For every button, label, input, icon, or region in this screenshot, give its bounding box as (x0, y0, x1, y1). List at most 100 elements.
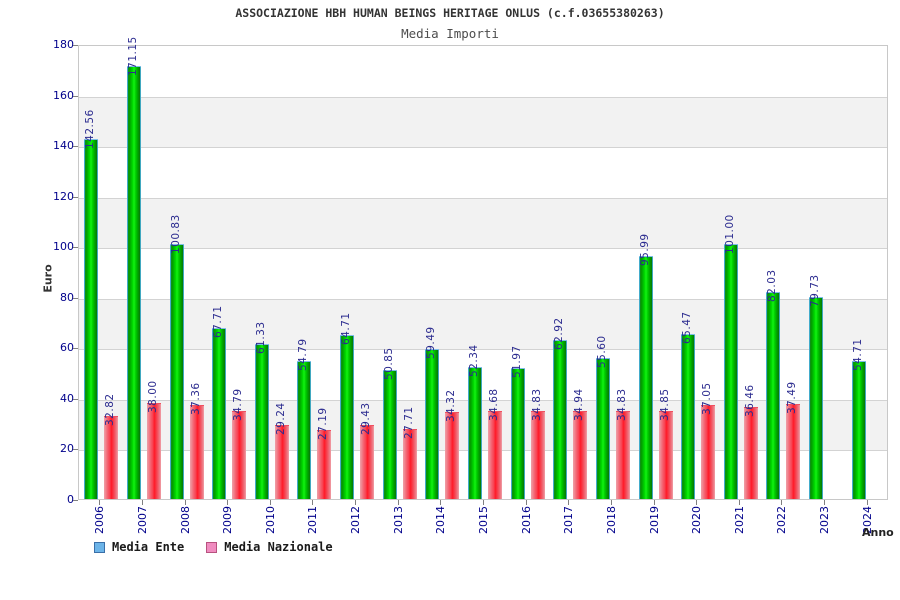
bar-group: 50.85 27.71 (382, 46, 417, 499)
bar-naz[interactable] (146, 402, 161, 499)
legend-label: Media Ente (112, 540, 185, 554)
x-tick-label: 2010 (263, 506, 277, 534)
bar-naz[interactable] (317, 430, 332, 499)
legend-item-media-ente[interactable]: Media Ente (94, 540, 184, 554)
bar-group: 171.15 38.00 (126, 37, 161, 499)
legend-swatch-icon (206, 541, 218, 553)
x-tick-mark (610, 500, 612, 505)
x-tick-mark (696, 500, 698, 505)
y-tick-mark (73, 297, 78, 299)
bar-value-label: 27.71 (402, 406, 415, 439)
bar-naz[interactable] (786, 404, 801, 499)
x-tick-mark (269, 500, 271, 505)
bar-value-label: 100.83 (169, 214, 182, 255)
x-tick-mark (525, 500, 527, 505)
bar-value-label: 34.32 (445, 389, 458, 423)
x-tick-mark (483, 500, 484, 505)
bar-group: 59.49 34.32 (425, 46, 460, 499)
bar-group: 54.71 (851, 46, 886, 499)
bar-naz[interactable] (274, 425, 289, 499)
bar-naz[interactable] (615, 410, 630, 499)
x-tick-mark (653, 500, 655, 505)
legend-item-media-nazionale[interactable]: Media Nazionale (206, 540, 333, 554)
bar-value-label: 54.79 (297, 337, 310, 371)
bar-value-label: 79.73 (809, 274, 822, 308)
bar-value-label: 37.05 (701, 382, 714, 416)
y-tick-mark (73, 146, 78, 148)
bar-group: 95.99 34.85 (638, 46, 673, 499)
bar-ente[interactable] (510, 367, 525, 499)
x-tick-label: 2011 (306, 506, 320, 534)
bar-value-label: 82.03 (766, 269, 779, 302)
bar-value-label: 38.00 (146, 380, 159, 413)
bar-group: 100.83 37.36 (169, 46, 204, 499)
x-tick-mark (312, 500, 314, 505)
bar-ente[interactable] (681, 333, 696, 499)
bar-value-label: 62.92 (553, 317, 566, 350)
bar-ente[interactable] (809, 297, 824, 499)
bar-naz[interactable] (445, 412, 460, 499)
plot-area: 142.56 32.82 171.15 38.00 100.83 37.36 67.71 34… (78, 37, 888, 500)
bar-value-label: 32.82 (104, 393, 117, 427)
bar-ente[interactable] (340, 335, 355, 499)
bar-value-label: 27.19 (317, 407, 330, 441)
bar-value-label: 65.47 (681, 310, 694, 344)
bar-ente[interactable] (382, 370, 397, 499)
bar-ente[interactable] (638, 256, 653, 499)
chart-title: ASSOCIAZIONE HBH HUMAN BEINGS HERITAGE O… (235, 6, 665, 20)
x-tick-label: 2020 (690, 506, 704, 534)
y-tick-label: 0 (67, 493, 74, 506)
bar-value-label: 51.97 (510, 345, 523, 378)
bar-naz[interactable] (530, 410, 545, 499)
bar-ente[interactable] (84, 138, 99, 499)
bar-value-label: 171.15 (126, 36, 139, 77)
bar-group: 51.97 34.83 (510, 46, 545, 499)
bar-ente[interactable] (851, 360, 866, 499)
chart-subtitle: Media Importi (401, 26, 499, 41)
y-tick-label: 100 (53, 240, 74, 254)
y-tick-mark (73, 196, 78, 198)
bar-group: 67.71 34.79 (212, 46, 247, 499)
bar-naz[interactable] (573, 410, 588, 499)
bar-value-label: 34.79 (232, 388, 245, 422)
bar-value-label: 37.49 (786, 381, 799, 415)
y-tick-label: 80 (60, 290, 74, 304)
bar-group: 65.47 37.05 (681, 46, 716, 499)
bar-naz[interactable] (402, 428, 417, 499)
bar-ente[interactable] (425, 348, 440, 499)
bar-naz[interactable] (360, 424, 375, 499)
bar-naz[interactable] (743, 406, 758, 499)
bar-value-label: 95.99 (638, 233, 651, 267)
bar-group: 55.60 34.83 (595, 46, 630, 499)
x-tick-mark (568, 500, 570, 505)
y-tick-mark (73, 45, 78, 46)
bar-naz[interactable] (232, 411, 247, 499)
bar-group: 62.92 34.94 (553, 46, 588, 499)
y-axis-label: Euro (41, 264, 55, 293)
bar-group: 61.33 29.24 (254, 46, 289, 499)
bar-naz[interactable] (488, 411, 502, 499)
bar-ente[interactable] (126, 66, 141, 499)
bar-naz[interactable] (189, 404, 204, 499)
bar-ente[interactable] (723, 243, 738, 499)
bar-ente[interactable] (297, 360, 312, 499)
bar-value-label: 61.33 (254, 321, 267, 354)
bar-value-label: 29.24 (274, 402, 287, 436)
bar-value-label: 34.68 (488, 388, 500, 422)
y-tick-label: 120 (53, 189, 74, 203)
chart-legend: Media Ente Media Nazionale (94, 540, 333, 554)
bar-ente[interactable] (468, 366, 482, 499)
bar-ente[interactable] (212, 327, 227, 499)
bar-ente[interactable] (169, 244, 184, 499)
bar-naz[interactable] (658, 410, 673, 499)
y-tick-mark (73, 449, 78, 451)
bar-ente[interactable] (595, 358, 610, 499)
bar-ente[interactable] (553, 339, 568, 499)
bar-ente[interactable] (254, 343, 269, 499)
bar-value-label: 142.56 (84, 108, 97, 149)
bar-ente[interactable] (766, 291, 781, 499)
y-tick-label: 180 (53, 38, 74, 51)
bar-naz[interactable] (701, 405, 716, 499)
bar-naz[interactable] (104, 416, 119, 499)
